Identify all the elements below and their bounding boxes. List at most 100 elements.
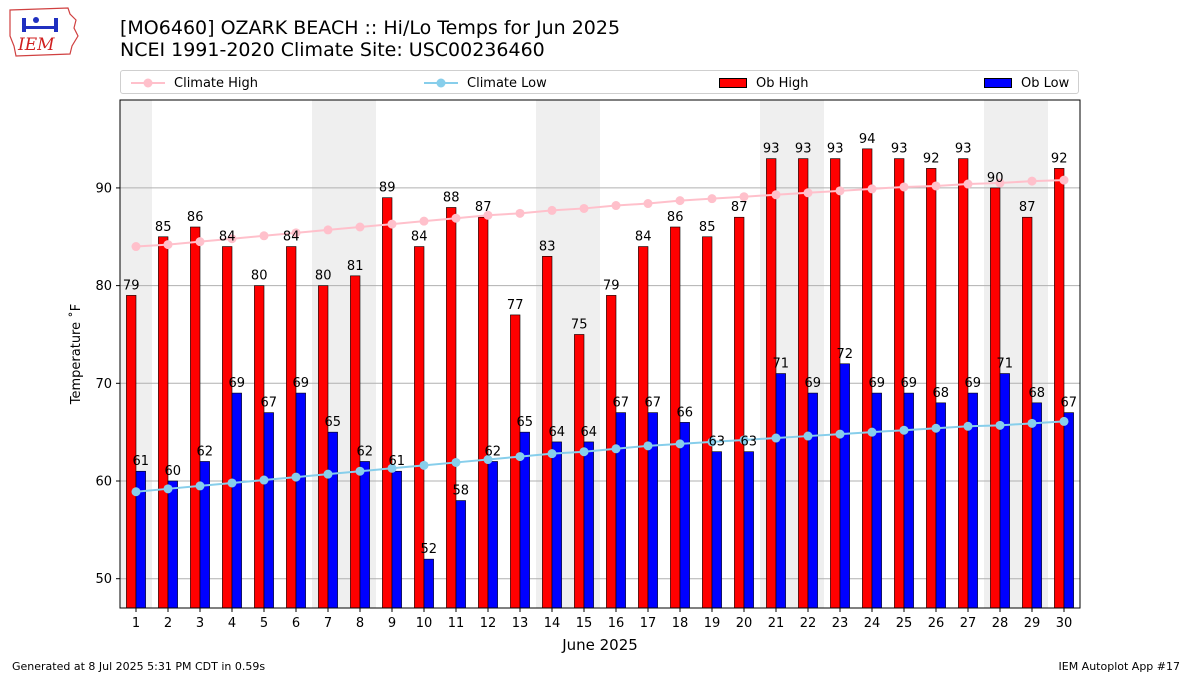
ob-low-value-label: 67 (1061, 396, 1078, 411)
climate-high-point (611, 201, 621, 211)
climate-high-point (195, 237, 205, 247)
x-tick-label: 25 (896, 616, 913, 631)
legend-ob-low-label: Ob Low (1021, 75, 1070, 91)
ob-low-value-label: 64 (581, 425, 598, 440)
ob-high-value-label: 92 (1051, 151, 1068, 166)
climate-low-point (163, 484, 173, 494)
x-tick-label: 13 (512, 616, 529, 631)
ob-low-value-label: 60 (165, 464, 182, 479)
ob-low-bar (711, 451, 722, 609)
generated-timestamp: Generated at 8 Jul 2025 5:31 PM CDT in 0… (12, 660, 266, 673)
ob-high-value-label: 93 (891, 142, 908, 157)
ob-high-bar (766, 158, 777, 609)
y-tick-label: 60 (95, 475, 112, 490)
ob-low-bar (903, 392, 914, 609)
legend-ob-high-label: Ob High (756, 75, 809, 91)
climate-low-point (451, 457, 461, 467)
ob-high-value-label: 88 (443, 190, 460, 205)
climate-low-point (739, 435, 749, 445)
ob-high-bar (990, 187, 1001, 609)
climate-low-point (483, 455, 493, 465)
climate-high-point (835, 186, 845, 196)
ob-high-value-label: 79 (123, 278, 140, 293)
y-tick-label: 80 (95, 279, 112, 294)
y-tick-label: 50 (95, 572, 112, 587)
x-tick-label: 26 (928, 616, 945, 631)
x-tick-label: 10 (416, 616, 433, 631)
legend-ob-high: Ob High (719, 74, 809, 92)
ob-high-bar (254, 285, 265, 609)
ob-low-bar (679, 422, 690, 609)
ob-high-value-label: 80 (251, 269, 268, 284)
ob-low-bar (935, 402, 946, 609)
ob-high-value-label: 93 (795, 142, 812, 157)
climate-high-point (131, 242, 141, 252)
ob-low-bar (359, 461, 370, 609)
ob-high-value-label: 84 (283, 230, 300, 245)
ob-high-value-label: 86 (667, 210, 684, 225)
climate-low-point (867, 427, 877, 437)
ob-high-value-label: 85 (699, 220, 716, 235)
ob-high-bar (638, 246, 649, 609)
climate-low-point (963, 421, 973, 431)
climate-high-point (1059, 175, 1069, 185)
x-tick-label: 1 (132, 616, 140, 631)
climate-high-point (291, 228, 301, 238)
ob-low-value-label: 69 (805, 376, 822, 391)
ob-high-value-label: 77 (507, 298, 524, 313)
title-line-2: NCEI 1991-2020 Climate Site: USC00236460 (120, 39, 545, 61)
climate-high-point (931, 181, 941, 191)
ob-low-value-label: 63 (741, 435, 758, 450)
ob-high-value-label: 80 (315, 269, 332, 284)
ob-low-bar (455, 500, 466, 609)
x-tick-label: 23 (832, 616, 849, 631)
climate-low-point (771, 433, 781, 443)
ob-low-value-label: 65 (325, 415, 342, 430)
climate-high-point (899, 182, 909, 192)
x-tick-label: 3 (196, 616, 204, 631)
ob-high-value-label: 94 (859, 132, 876, 147)
climate-high-point (355, 222, 365, 232)
x-tick-label: 16 (608, 616, 625, 631)
ob-low-bar (391, 470, 402, 609)
ob-high-value-label: 87 (731, 200, 748, 215)
climate-low-swatch (424, 78, 458, 88)
climate-high-point (323, 225, 333, 235)
x-tick-label: 30 (1056, 616, 1073, 631)
ob-low-value-label: 67 (645, 396, 662, 411)
x-tick-label: 20 (736, 616, 753, 631)
ob-high-value-label: 93 (763, 142, 780, 157)
climate-high-point (259, 231, 269, 241)
climate-low-point (259, 475, 269, 485)
legend-climate-high-label: Climate High (174, 75, 259, 91)
x-tick-label: 4 (228, 616, 236, 631)
ob-low-bar (871, 392, 882, 609)
climate-low-point (547, 449, 557, 459)
ob-low-value-label: 62 (485, 444, 502, 459)
ob-high-value-label: 79 (603, 278, 620, 293)
climate-high-point (963, 179, 973, 189)
climate-low-point (1027, 418, 1037, 428)
ob-low-value-label: 71 (997, 357, 1014, 372)
climate-low-point (387, 463, 397, 473)
climate-low-point (835, 429, 845, 439)
climate-high-point (675, 196, 685, 206)
ob-low-value-label: 69 (901, 376, 918, 391)
climate-high-point (739, 192, 749, 202)
climate-high-point (227, 234, 237, 244)
ob-high-bar (318, 285, 329, 609)
climate-low-point (227, 478, 237, 488)
ob-low-value-label: 63 (709, 435, 726, 450)
x-tick-label: 6 (292, 616, 300, 631)
climate-high-point (643, 199, 653, 209)
climate-high-swatch (131, 78, 165, 88)
x-tick-label: 29 (1024, 616, 1041, 631)
climate-high-line (135, 179, 1065, 248)
ob-high-value-label: 83 (539, 239, 556, 254)
ob-high-value-label: 85 (155, 220, 172, 235)
climate-low-line (135, 420, 1065, 493)
climate-high-point (387, 219, 397, 229)
ob-low-value-label: 52 (421, 542, 438, 557)
ob-high-bar (734, 216, 745, 609)
ob-low-bar (615, 412, 626, 609)
